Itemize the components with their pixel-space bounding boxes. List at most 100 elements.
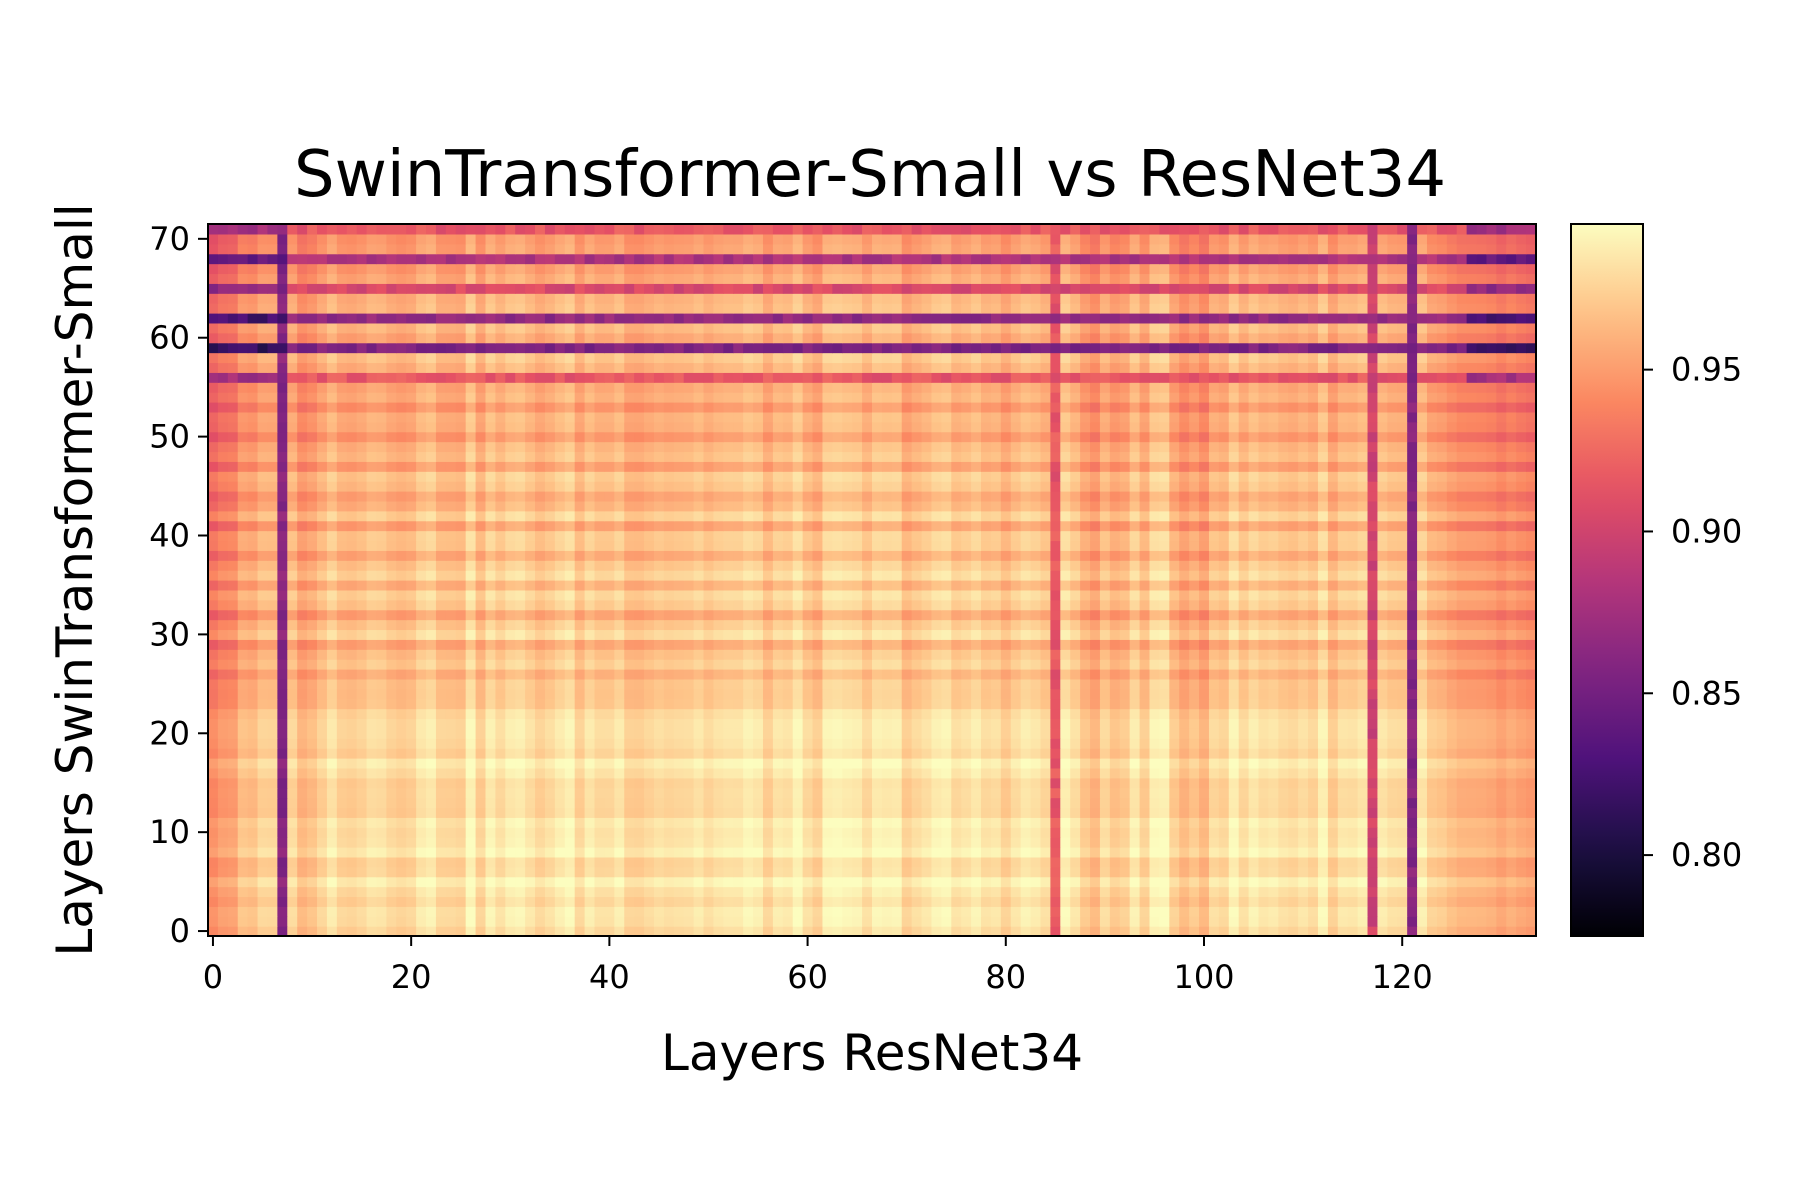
heatmap-cell (614, 688, 625, 700)
heatmap-cell (792, 580, 804, 591)
heatmap-cell (1397, 886, 1408, 898)
heatmap-cell (604, 589, 615, 601)
heatmap-cell (396, 896, 407, 907)
heatmap-cell (1317, 748, 1329, 759)
heatmap-cell (1080, 649, 1091, 660)
heatmap-cell (1446, 649, 1458, 660)
heatmap-cell (624, 649, 635, 660)
heatmap-cell (564, 639, 576, 650)
heatmap-cell (1476, 589, 1488, 601)
heatmap-cell (485, 847, 497, 858)
heatmap-cell (1050, 886, 1061, 898)
heatmap-cell (277, 926, 288, 937)
heatmap-cell (1288, 639, 1299, 650)
heatmap-cell (901, 589, 913, 601)
heatmap-cell (1397, 807, 1408, 818)
heatmap-cell (416, 787, 427, 799)
heatmap-cell (1357, 678, 1369, 690)
heatmap-cell (1327, 837, 1339, 848)
heatmap-cell (287, 560, 298, 571)
heatmap-cell (326, 669, 338, 680)
heatmap-cell (901, 817, 913, 828)
heatmap-cell (1010, 886, 1022, 898)
heatmap-cell (1298, 767, 1309, 779)
heatmap-cell (584, 580, 596, 591)
heatmap-cell (1298, 847, 1309, 858)
heatmap-cell (872, 669, 883, 680)
heatmap-cell (515, 837, 526, 848)
heatmap-cell (644, 589, 655, 601)
heatmap-cell (604, 787, 615, 799)
heatmap-cell (1337, 817, 1349, 828)
heatmap-cell (584, 639, 596, 650)
heatmap-cell (376, 698, 387, 710)
heatmap-cell (941, 629, 952, 640)
heatmap-cell (208, 649, 219, 660)
heatmap-cell (1476, 916, 1488, 927)
heatmap-cell (1228, 906, 1240, 917)
heatmap-cell (525, 599, 536, 611)
heatmap-cell (1228, 659, 1240, 670)
heatmap-cell (287, 688, 298, 700)
heatmap-cell (1506, 817, 1517, 828)
heatmap-cell (1238, 619, 1250, 631)
heatmap-cell (1496, 580, 1507, 591)
heatmap-cell (227, 609, 239, 621)
heatmap-cell (1238, 837, 1250, 848)
heatmap-cell (1446, 827, 1458, 838)
heatmap-cell (713, 718, 724, 729)
heatmap-cell (346, 619, 358, 631)
heatmap-cell (1317, 886, 1329, 898)
heatmap-cell (753, 787, 764, 799)
heatmap-cell (287, 619, 298, 631)
heatmap-cell (1139, 649, 1151, 660)
heatmap-cell (564, 748, 576, 759)
heatmap-cell (653, 797, 665, 809)
heatmap-cell (753, 837, 764, 848)
heatmap-cell (594, 708, 606, 720)
heatmap-cell (1407, 659, 1418, 670)
heatmap-cell (525, 619, 536, 631)
heatmap-cell (1308, 738, 1319, 749)
heatmap-cell (1149, 797, 1161, 809)
heatmap-cell (1139, 580, 1151, 591)
heatmap-cell (416, 856, 427, 868)
heatmap-cell (426, 589, 437, 601)
heatmap-cell (386, 827, 397, 838)
heatmap-cell (891, 758, 903, 769)
heatmap-cell (426, 748, 437, 759)
heatmap-cell (1476, 906, 1488, 917)
heatmap-cell (753, 570, 764, 581)
heatmap-cell (733, 797, 744, 809)
heatmap-cell (624, 659, 635, 670)
heatmap-cell (1308, 718, 1319, 729)
heatmap-cell (792, 896, 804, 907)
heatmap-cell (584, 708, 596, 720)
heatmap-cell (733, 688, 744, 700)
heatmap-cell (1308, 609, 1319, 621)
heatmap-cell (1030, 688, 1042, 700)
heatmap-cell (693, 589, 705, 601)
heatmap-cell (495, 787, 506, 799)
heatmap-cell (277, 669, 288, 680)
heatmap-cell (267, 619, 278, 631)
heatmap-cell (396, 767, 407, 779)
heatmap-cell (455, 758, 467, 769)
heatmap-cell (862, 688, 873, 700)
heatmap-cell (465, 856, 477, 868)
heatmap-cell (1149, 916, 1161, 927)
heatmap-cell (1446, 856, 1458, 868)
heatmap-cell (1298, 599, 1309, 611)
heatmap-cell (386, 698, 397, 710)
heatmap-cell (1288, 886, 1299, 898)
heatmap-cell (584, 589, 596, 601)
heatmap-cell (237, 926, 249, 937)
heatmap-cell (971, 926, 982, 937)
heatmap-cell (1000, 738, 1012, 749)
heatmap-cell (1347, 718, 1359, 729)
heatmap-cell (832, 748, 843, 759)
heatmap-cell (673, 619, 685, 631)
heatmap-cell (505, 738, 516, 749)
heatmap-cell (554, 589, 566, 601)
heatmap-cell (1109, 856, 1121, 868)
